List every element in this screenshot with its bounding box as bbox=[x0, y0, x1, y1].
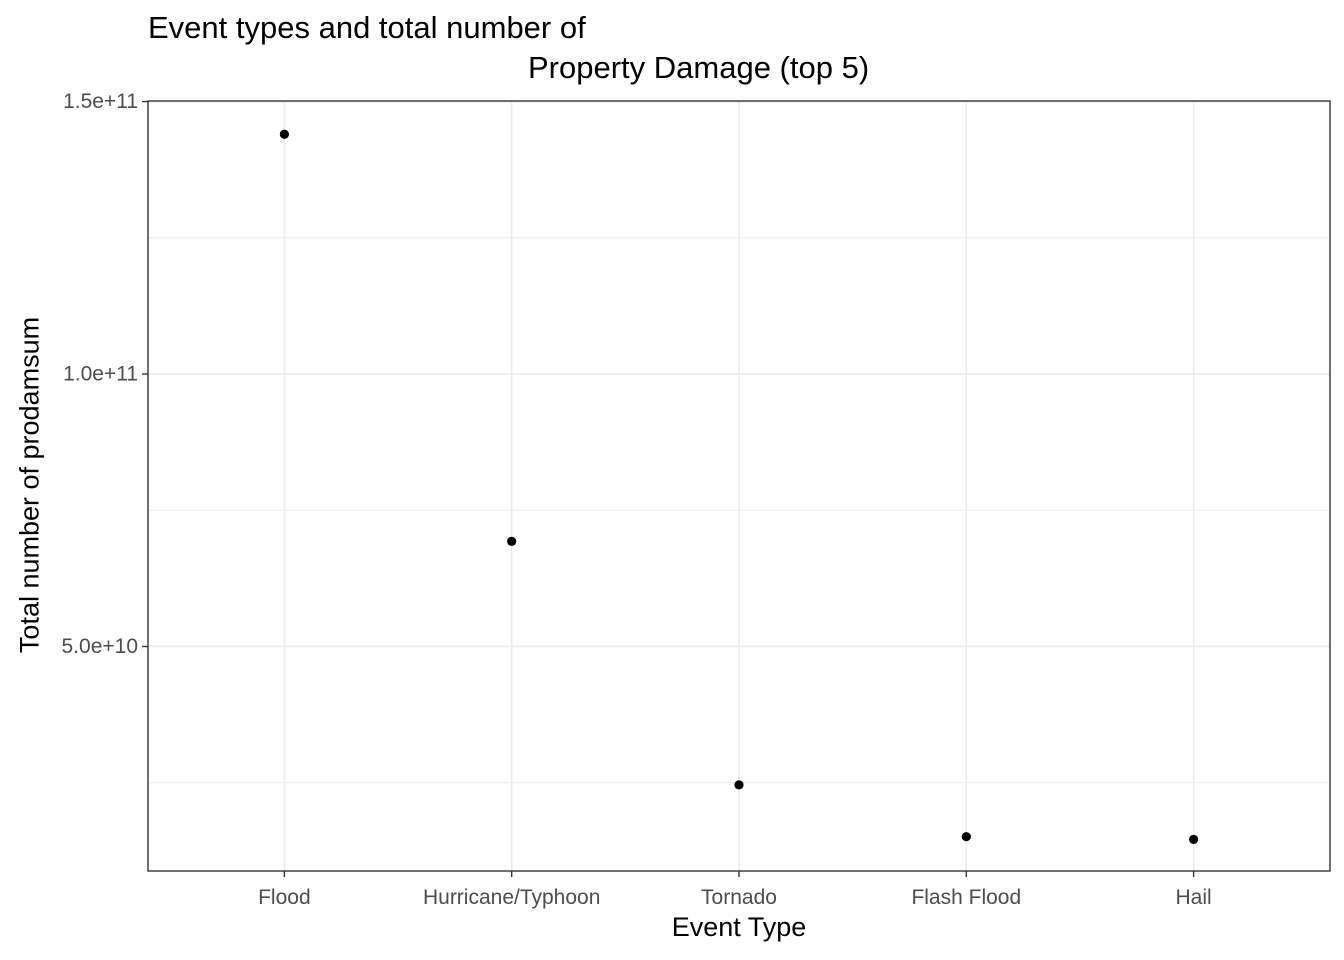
data-point-3 bbox=[961, 832, 971, 842]
chart-title-line-2: Property Damage (top 5) bbox=[528, 50, 870, 85]
x-axis-ticks: Flood Hurricane/Typhoon Tornado Flash Flood… bbox=[258, 871, 1212, 909]
x-tick-label-0: Flood bbox=[258, 886, 311, 909]
x-tick-label-1: Hurricane/Typhoon bbox=[423, 886, 600, 909]
data-point-2 bbox=[734, 780, 744, 790]
major-gridlines bbox=[148, 100, 1330, 871]
y-axis-ticks: 5.0e+10 1.0e+11 1.5e+11 bbox=[62, 90, 148, 658]
data-points bbox=[279, 129, 1199, 844]
x-tick-label-2: Tornado bbox=[701, 886, 777, 909]
x-axis-label: Event Type bbox=[671, 912, 807, 942]
y-tick-label-2: 1.5e+11 bbox=[63, 90, 138, 113]
y-tick-label-1: 1.0e+11 bbox=[63, 363, 138, 386]
y-axis-label: Total number of prodamsum bbox=[14, 316, 45, 654]
x-tick-label-3: Flash Flood bbox=[911, 886, 1021, 909]
data-point-1 bbox=[507, 536, 517, 546]
data-point-0 bbox=[279, 129, 289, 139]
x-tick-label-4: Hail bbox=[1176, 886, 1212, 909]
chart-title-line-1: Event types and total number of bbox=[148, 10, 586, 45]
data-point-4 bbox=[1189, 834, 1199, 844]
y-tick-label-0: 5.0e+10 bbox=[62, 635, 139, 658]
panel-border bbox=[147, 100, 1331, 872]
